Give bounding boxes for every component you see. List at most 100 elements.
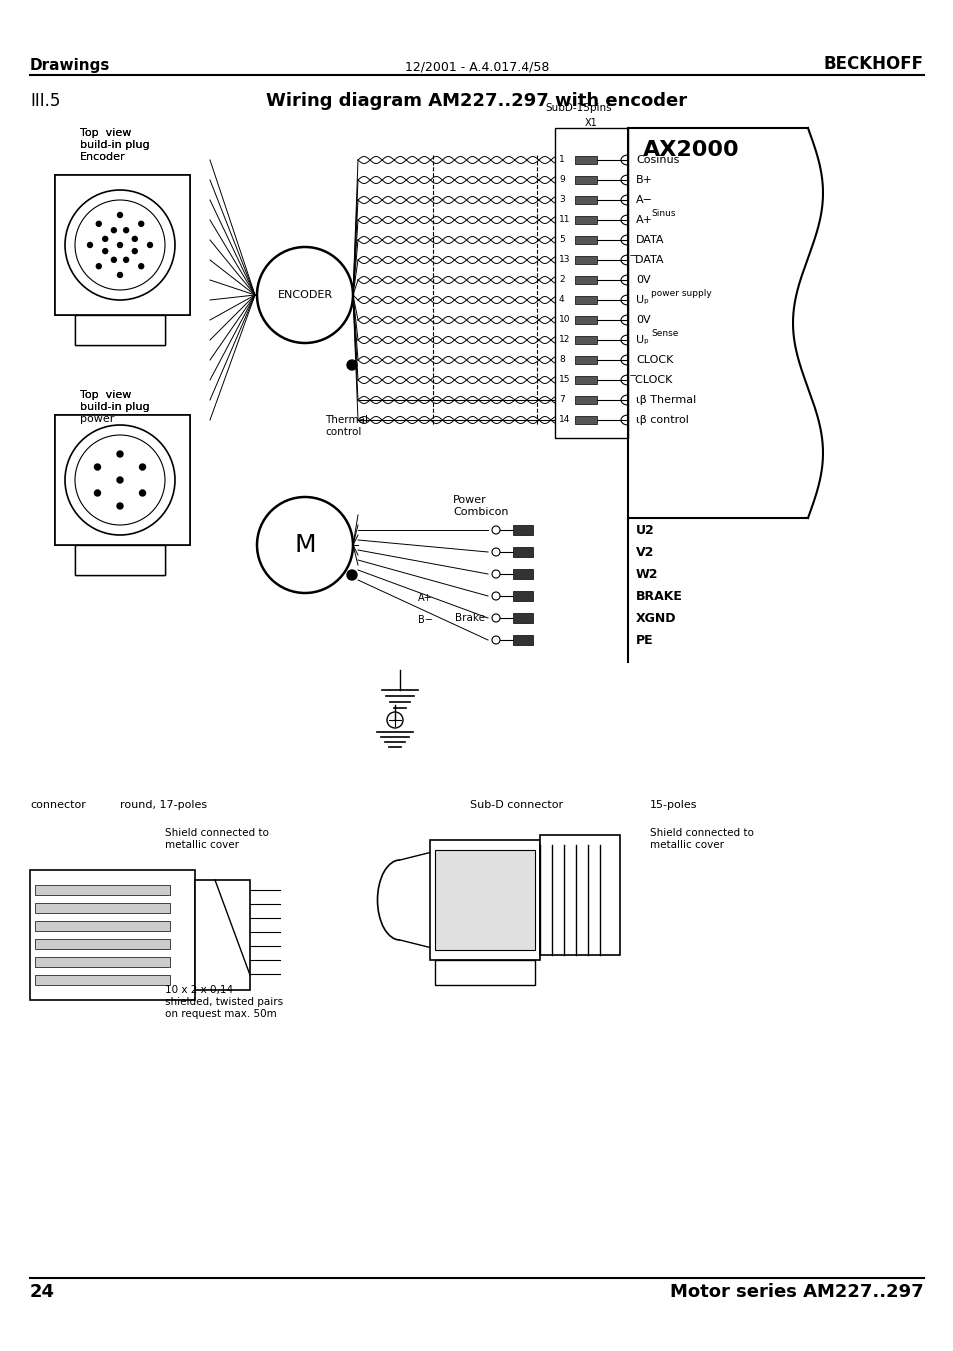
Circle shape [124, 228, 129, 232]
Text: XGND: XGND [636, 612, 676, 624]
Circle shape [256, 497, 353, 593]
Bar [55, 415, 190, 544]
Text: Sinus: Sinus [650, 209, 675, 218]
Circle shape [148, 242, 152, 247]
Bar [35, 975, 170, 985]
Bar [575, 376, 597, 384]
Bar [55, 176, 190, 315]
Bar [35, 902, 170, 913]
Circle shape [117, 503, 123, 509]
Text: Shield connected to: Shield connected to [649, 828, 753, 838]
Circle shape [103, 236, 108, 242]
Circle shape [124, 228, 129, 232]
Bar [555, 128, 627, 438]
Bar [575, 276, 597, 284]
Text: build-in plug: build-in plug [80, 141, 150, 150]
Text: V2: V2 [636, 546, 654, 558]
Bar [575, 216, 597, 224]
Text: 8: 8 [558, 355, 564, 365]
Bar [35, 921, 170, 931]
Circle shape [88, 242, 92, 247]
Text: 10 x 2 x 0,14: 10 x 2 x 0,14 [165, 985, 233, 994]
Bar [575, 176, 597, 184]
Text: B−: B− [417, 615, 433, 626]
Circle shape [117, 477, 123, 484]
Text: 7: 7 [558, 396, 564, 404]
Bar [575, 155, 597, 163]
Text: 2: 2 [558, 276, 564, 285]
Bar [575, 416, 597, 424]
Text: 14: 14 [558, 416, 570, 424]
Circle shape [347, 359, 356, 370]
Text: 10: 10 [558, 316, 570, 324]
Circle shape [117, 451, 123, 457]
Text: 1: 1 [558, 155, 564, 165]
Text: III.5: III.5 [30, 92, 60, 109]
Text: W2: W2 [636, 567, 658, 581]
Bar [75, 544, 165, 576]
Circle shape [103, 236, 108, 242]
Text: Sub-D connector: Sub-D connector [470, 800, 562, 811]
Text: 12: 12 [558, 335, 570, 345]
Text: AX2000: AX2000 [642, 141, 739, 159]
Circle shape [103, 249, 108, 254]
Circle shape [117, 451, 123, 457]
Text: A−: A− [636, 195, 652, 205]
Circle shape [112, 257, 116, 262]
Circle shape [96, 263, 101, 269]
Circle shape [94, 463, 100, 470]
Text: Uₚ: Uₚ [636, 295, 648, 305]
Text: ̅CLOCK: ̅CLOCK [636, 376, 673, 385]
Text: Encoder: Encoder [80, 153, 126, 162]
Text: round, 17-poles: round, 17-poles [120, 800, 207, 811]
Circle shape [132, 249, 137, 254]
Circle shape [148, 242, 152, 247]
Text: Motor series AM227..297: Motor series AM227..297 [670, 1283, 923, 1301]
Circle shape [117, 273, 122, 277]
Text: A+: A+ [636, 215, 652, 226]
Bar [575, 296, 597, 304]
Text: 15: 15 [558, 376, 570, 385]
Text: build-in plug: build-in plug [80, 403, 150, 412]
Text: ̅DATA: ̅DATA [636, 255, 664, 265]
Text: Encoder: Encoder [80, 153, 126, 162]
Text: 24: 24 [30, 1283, 55, 1301]
Text: Top  view: Top view [80, 390, 132, 400]
Text: Uₚ: Uₚ [636, 335, 648, 345]
Bar [35, 885, 170, 894]
Circle shape [138, 222, 144, 226]
Text: 11: 11 [558, 216, 570, 224]
Circle shape [65, 426, 174, 535]
Bar [513, 569, 533, 580]
Circle shape [88, 242, 92, 247]
Text: BECKHOFF: BECKHOFF [823, 55, 923, 73]
Text: Thermal: Thermal [325, 415, 368, 426]
Text: 13: 13 [558, 255, 570, 265]
Circle shape [117, 242, 122, 247]
Text: X1: X1 [584, 118, 598, 128]
Text: SubD-15pins: SubD-15pins [544, 103, 611, 113]
Text: Shield connected to: Shield connected to [165, 828, 269, 838]
Circle shape [132, 236, 137, 242]
Text: 5: 5 [558, 235, 564, 245]
Circle shape [139, 490, 146, 496]
Bar [575, 357, 597, 363]
Bar [30, 870, 194, 1000]
Text: Cosinus: Cosinus [636, 155, 679, 165]
Bar [627, 128, 807, 517]
Text: 0V: 0V [636, 276, 650, 285]
Bar [513, 613, 533, 623]
Circle shape [65, 190, 174, 300]
Circle shape [138, 263, 144, 269]
Text: 15-poles: 15-poles [649, 800, 697, 811]
Text: Brake: Brake [455, 613, 484, 623]
Text: metallic cover: metallic cover [649, 840, 723, 850]
Bar [75, 315, 165, 345]
Circle shape [117, 503, 123, 509]
Text: Power: Power [453, 494, 486, 505]
Circle shape [65, 426, 174, 535]
Circle shape [139, 463, 146, 470]
Circle shape [112, 228, 116, 232]
Bar [513, 547, 533, 557]
Bar [75, 544, 165, 576]
